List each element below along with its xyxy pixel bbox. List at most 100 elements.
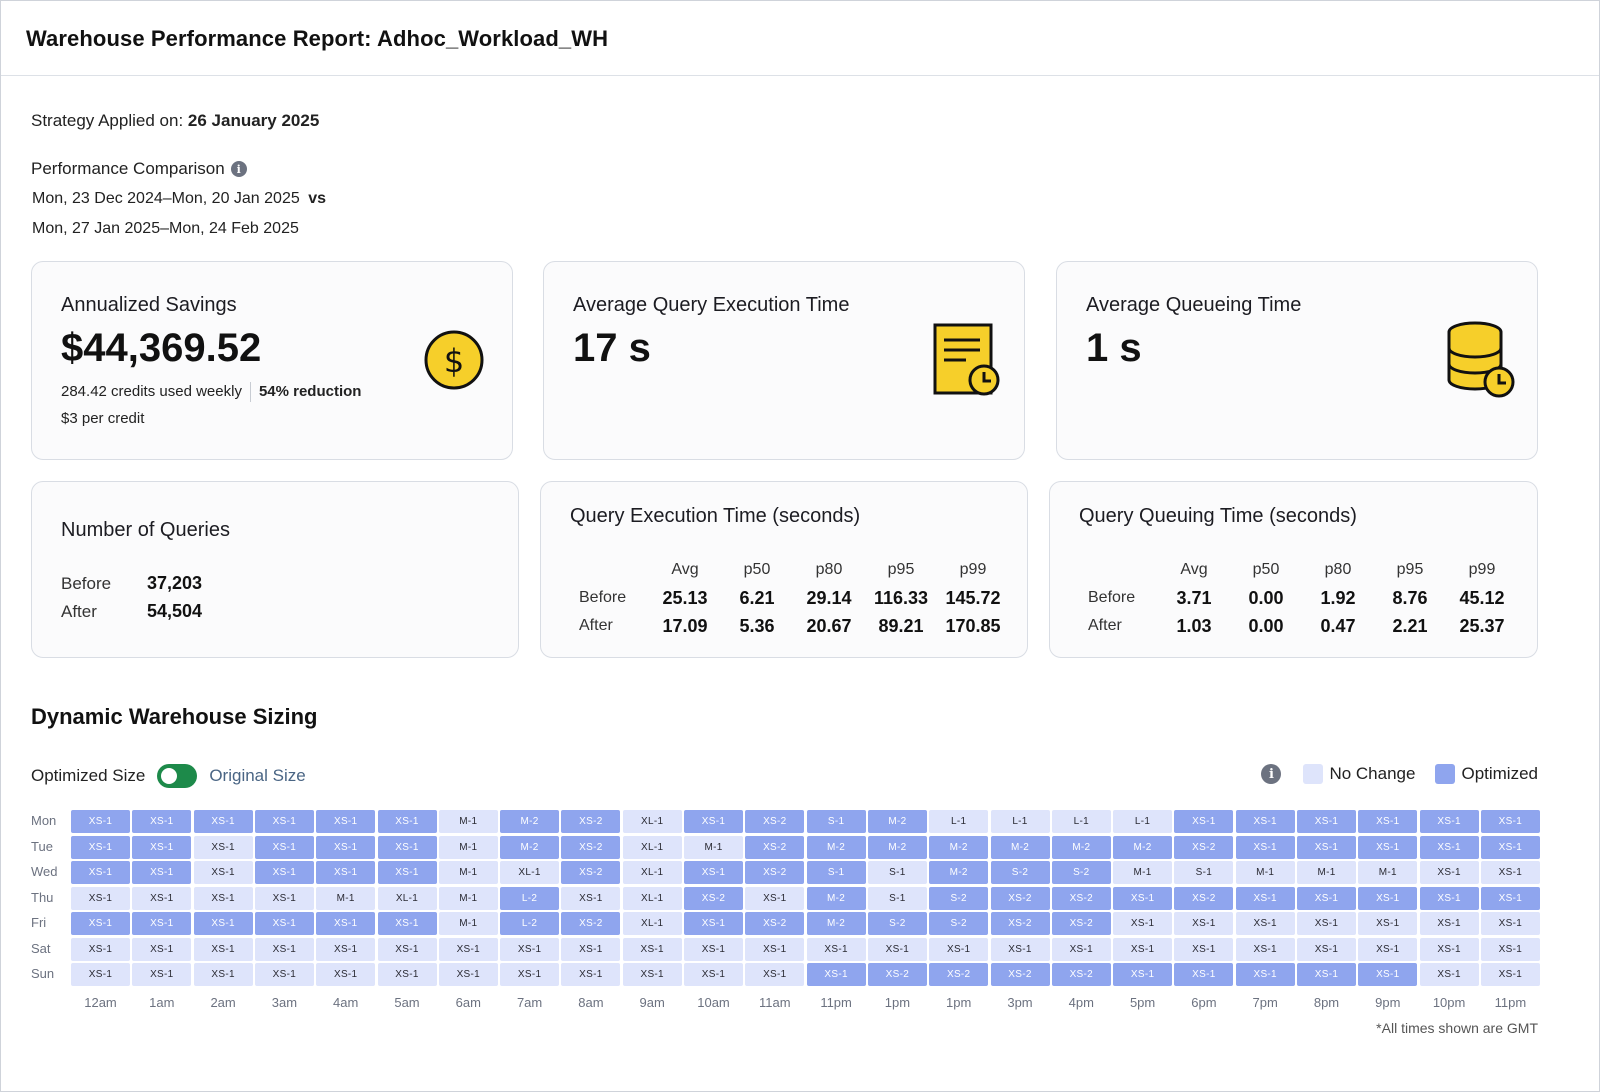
heatmap-cell[interactable]: XS-1 bbox=[377, 810, 437, 833]
heatmap-cell[interactable]: XS-1 bbox=[1419, 861, 1479, 884]
heatmap-cell[interactable]: XS-1 bbox=[1480, 963, 1540, 986]
heatmap-cell[interactable]: XS-1 bbox=[377, 912, 437, 935]
heatmap-cell[interactable]: XS-1 bbox=[1419, 937, 1479, 961]
heatmap-cell[interactable]: M-1 bbox=[1113, 861, 1173, 884]
heatmap-cell[interactable]: M-2 bbox=[1113, 835, 1173, 859]
heatmap-cell[interactable]: M-1 bbox=[1235, 861, 1295, 884]
heatmap-cell[interactable]: XS-2 bbox=[745, 912, 805, 935]
heatmap-cell[interactable]: XS-1 bbox=[1235, 963, 1295, 986]
heatmap-cell[interactable]: XS-1 bbox=[1235, 937, 1295, 961]
heatmap-cell[interactable]: XS-1 bbox=[1113, 912, 1173, 935]
heatmap-cell[interactable]: XS-1 bbox=[684, 912, 743, 935]
heatmap-cell[interactable]: XS-1 bbox=[254, 912, 314, 935]
heatmap-cell[interactable]: XS-2 bbox=[867, 963, 927, 986]
heatmap-cell[interactable]: XS-1 bbox=[132, 810, 192, 833]
info-icon[interactable]: i bbox=[230, 161, 247, 177]
heatmap-cell[interactable]: XS-1 bbox=[254, 937, 314, 961]
heatmap-cell[interactable]: XS-1 bbox=[316, 861, 376, 884]
heatmap-cell[interactable]: XS-1 bbox=[867, 937, 927, 961]
heatmap-cell[interactable]: XS-1 bbox=[71, 835, 130, 859]
heatmap-cell[interactable]: XS-1 bbox=[1419, 810, 1479, 833]
heatmap-cell[interactable]: XS-2 bbox=[1051, 886, 1111, 910]
heatmap-cell[interactable]: XS-1 bbox=[1235, 835, 1295, 859]
heatmap-cell[interactable]: M-1 bbox=[438, 810, 498, 833]
heatmap-cell[interactable]: XS-1 bbox=[377, 835, 437, 859]
heatmap-cell[interactable]: XS-1 bbox=[316, 963, 376, 986]
heatmap-cell[interactable]: XS-1 bbox=[806, 963, 866, 986]
heatmap-cell[interactable]: XS-1 bbox=[71, 861, 130, 884]
heatmap-cell[interactable]: XS-2 bbox=[1051, 963, 1111, 986]
heatmap-cell[interactable]: XS-2 bbox=[561, 835, 621, 859]
heatmap-cell[interactable]: S-2 bbox=[990, 861, 1050, 884]
heatmap-cell[interactable]: XS-2 bbox=[990, 963, 1050, 986]
heatmap-cell[interactable]: XS-1 bbox=[684, 937, 743, 961]
heatmap-cell[interactable]: XS-1 bbox=[132, 937, 192, 961]
size-toggle[interactable] bbox=[157, 764, 198, 788]
heatmap-cell[interactable]: M-2 bbox=[500, 835, 560, 859]
heatmap-cell[interactable]: XS-2 bbox=[684, 886, 743, 910]
heatmap-cell[interactable]: M-2 bbox=[867, 810, 927, 833]
heatmap-cell[interactable]: XS-1 bbox=[745, 937, 805, 961]
heatmap-cell[interactable]: XL-1 bbox=[622, 886, 682, 910]
heatmap-cell[interactable]: L-2 bbox=[500, 886, 560, 910]
heatmap-cell[interactable]: XS-2 bbox=[990, 912, 1050, 935]
heatmap-cell[interactable]: S-1 bbox=[867, 886, 927, 910]
heatmap-cell[interactable]: XS-1 bbox=[1174, 963, 1234, 986]
heatmap-cell[interactable]: XL-1 bbox=[500, 861, 560, 884]
heatmap-cell[interactable]: XS-1 bbox=[71, 810, 130, 833]
heatmap-cell[interactable]: XS-1 bbox=[1480, 810, 1540, 833]
heatmap-cell[interactable]: XS-1 bbox=[622, 937, 682, 961]
heatmap-cell[interactable]: XS-1 bbox=[1480, 912, 1540, 935]
heatmap-cell[interactable]: XS-1 bbox=[1297, 835, 1356, 859]
heatmap-cell[interactable]: XS-1 bbox=[561, 963, 621, 986]
heatmap-cell[interactable]: M-1 bbox=[438, 835, 498, 859]
heatmap-cell[interactable]: XS-1 bbox=[745, 886, 805, 910]
heatmap-cell[interactable]: L-2 bbox=[500, 912, 560, 935]
heatmap-cell[interactable]: XS-1 bbox=[1419, 835, 1479, 859]
heatmap-cell[interactable]: XS-1 bbox=[254, 886, 314, 910]
heatmap-cell[interactable]: S-1 bbox=[867, 861, 927, 884]
heatmap-cell[interactable]: XS-1 bbox=[1480, 835, 1540, 859]
heatmap-cell[interactable]: L-1 bbox=[1113, 810, 1173, 833]
heatmap-cell[interactable]: XS-1 bbox=[1358, 912, 1418, 935]
heatmap-cell[interactable]: S-2 bbox=[929, 912, 989, 935]
heatmap-cell[interactable]: XL-1 bbox=[622, 912, 682, 935]
heatmap-cell[interactable]: XS-1 bbox=[193, 861, 253, 884]
heatmap-cell[interactable]: XS-1 bbox=[1235, 810, 1295, 833]
heatmap-cell[interactable]: XS-1 bbox=[1235, 912, 1295, 935]
heatmap-cell[interactable]: XS-1 bbox=[1358, 937, 1418, 961]
heatmap-cell[interactable]: XS-1 bbox=[1174, 937, 1234, 961]
heatmap-cell[interactable]: XS-1 bbox=[71, 963, 130, 986]
heatmap-cell[interactable]: XS-1 bbox=[1297, 912, 1356, 935]
heatmap-cell[interactable]: M-2 bbox=[500, 810, 560, 833]
heatmap-cell[interactable]: M-1 bbox=[684, 835, 743, 859]
heatmap-cell[interactable]: XS-1 bbox=[990, 937, 1050, 961]
heatmap-cell[interactable]: XS-2 bbox=[561, 861, 621, 884]
heatmap-cell[interactable]: XS-1 bbox=[316, 835, 376, 859]
heatmap-cell[interactable]: XS-1 bbox=[193, 937, 253, 961]
heatmap-cell[interactable]: XS-1 bbox=[684, 861, 743, 884]
heatmap-cell[interactable]: XS-2 bbox=[1051, 912, 1111, 935]
heatmap-cell[interactable]: XS-1 bbox=[500, 937, 560, 961]
heatmap-cell[interactable]: XL-1 bbox=[377, 886, 437, 910]
heatmap-cell[interactable]: XS-1 bbox=[1297, 937, 1356, 961]
heatmap-cell[interactable]: XS-2 bbox=[929, 963, 989, 986]
heatmap-cell[interactable]: XS-2 bbox=[1174, 835, 1234, 859]
info-icon[interactable]: i bbox=[1261, 764, 1282, 784]
heatmap-cell[interactable]: M-1 bbox=[438, 886, 498, 910]
heatmap-cell[interactable]: XS-1 bbox=[254, 861, 314, 884]
heatmap-cell[interactable]: S-2 bbox=[1051, 861, 1111, 884]
heatmap-cell[interactable]: L-1 bbox=[1051, 810, 1111, 833]
heatmap-cell[interactable]: M-1 bbox=[1358, 861, 1418, 884]
heatmap-cell[interactable]: XS-1 bbox=[193, 810, 253, 833]
heatmap-cell[interactable]: XS-1 bbox=[806, 937, 866, 961]
heatmap-cell[interactable]: XS-1 bbox=[561, 886, 621, 910]
heatmap-cell[interactable]: XS-1 bbox=[377, 937, 437, 961]
heatmap-cell[interactable]: M-1 bbox=[438, 861, 498, 884]
heatmap-cell[interactable]: XS-1 bbox=[316, 912, 376, 935]
heatmap-cell[interactable]: XS-1 bbox=[684, 963, 743, 986]
heatmap-cell[interactable]: XS-1 bbox=[1419, 963, 1479, 986]
heatmap-cell[interactable]: XS-1 bbox=[1358, 810, 1418, 833]
heatmap-cell[interactable]: M-1 bbox=[316, 886, 376, 910]
heatmap-cell[interactable]: S-1 bbox=[1174, 861, 1234, 884]
